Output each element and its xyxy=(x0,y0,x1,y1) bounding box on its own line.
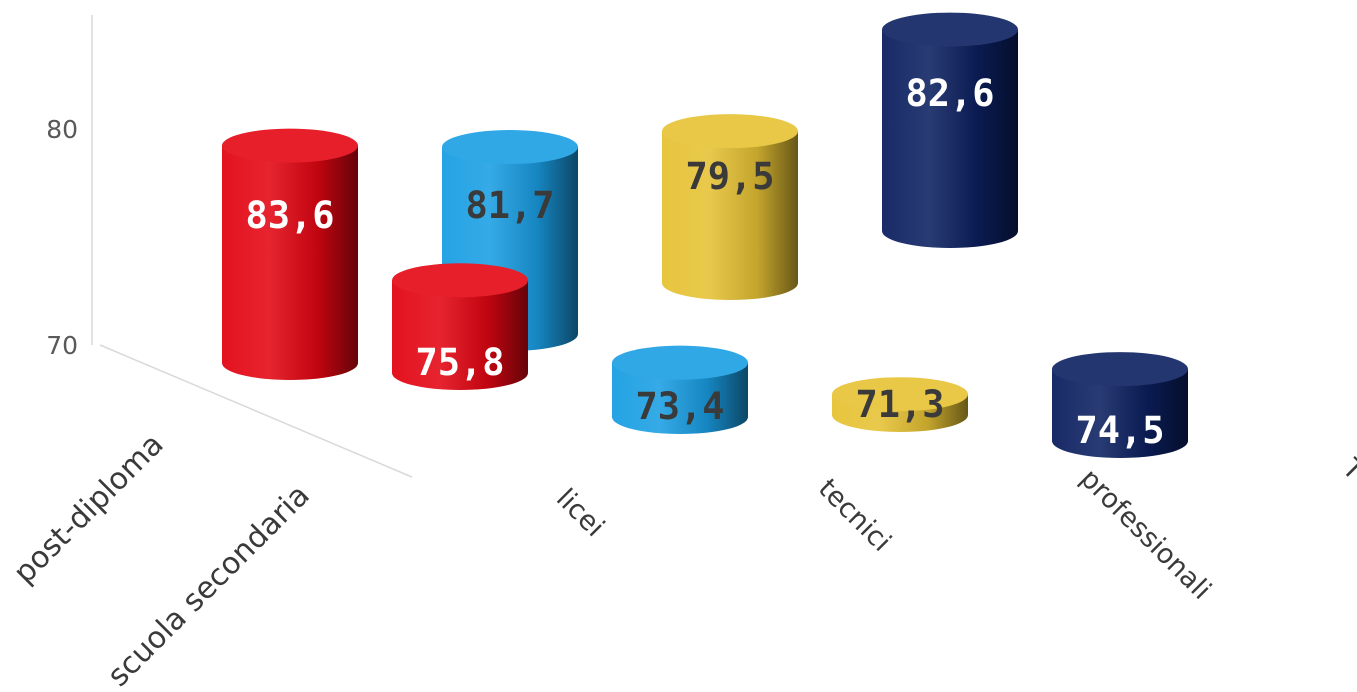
cylinder-body xyxy=(662,131,798,300)
cylinder-top xyxy=(612,345,748,380)
category-label: TOTALE AD2019 xyxy=(1335,452,1357,630)
category-label: tecnici xyxy=(812,473,897,558)
bar-post-diploma-licei xyxy=(222,128,358,380)
y-tick-label: 70 xyxy=(46,331,78,360)
data-label: 83,6 xyxy=(245,194,334,237)
bar-scuola-secondaria-tecnici xyxy=(612,345,748,434)
axes: 70 80 xyxy=(46,15,413,478)
category-label: licei xyxy=(550,483,610,543)
cylinder-top xyxy=(222,128,358,163)
data-label: 73,4 xyxy=(635,385,724,428)
cylinder-body xyxy=(612,362,748,434)
data-label: 79,5 xyxy=(685,155,774,198)
bar-scuola-secondaria-totale-ad2019 xyxy=(1052,352,1188,458)
cylinder-top xyxy=(442,129,578,164)
data-label: 81,7 xyxy=(465,184,554,227)
cylinder-body xyxy=(222,145,358,380)
y-tick-label: 80 xyxy=(46,115,78,144)
cylinder-top xyxy=(832,377,968,412)
series-label: scuola secondaria xyxy=(101,478,317,692)
cylinder-body xyxy=(882,29,1018,249)
bar-post-diploma-totale-ad2019 xyxy=(882,12,1018,249)
data-label: 74,5 xyxy=(1075,409,1164,452)
data-label: 75,8 xyxy=(415,341,504,384)
cylinder-top xyxy=(1052,352,1188,387)
cylinder-top xyxy=(662,114,798,149)
depth-axis-line xyxy=(99,344,413,478)
bar-post-diploma-professionali xyxy=(662,114,798,300)
bar-scuola-secondaria-licei xyxy=(392,263,528,390)
cylinder-body xyxy=(1052,369,1188,458)
data-label: 71,3 xyxy=(855,383,944,426)
data-label: 82,6 xyxy=(905,72,994,115)
series-label: post-diploma xyxy=(7,427,171,591)
bars xyxy=(222,12,1188,458)
cylinder-body xyxy=(392,280,528,390)
category-label: professionali xyxy=(1074,463,1217,606)
cylinder-top xyxy=(392,263,528,298)
cylinder-top xyxy=(882,12,1018,47)
bar-scuola-secondaria-professionali xyxy=(832,377,968,432)
